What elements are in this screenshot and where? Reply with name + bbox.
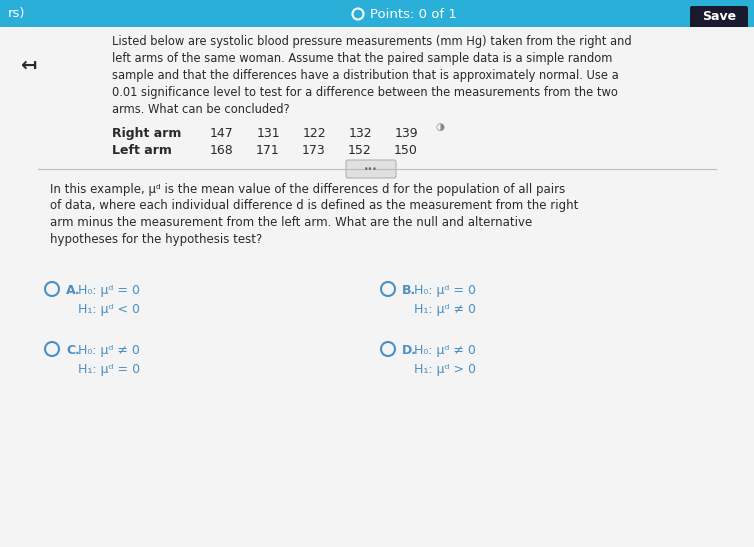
Text: 122: 122 <box>302 127 326 140</box>
Text: of data, where each individual difference d is defined as the measurement from t: of data, where each individual differenc… <box>50 200 578 212</box>
Text: In this example, μᵈ is the mean value of the differences d for the population of: In this example, μᵈ is the mean value of… <box>50 183 566 196</box>
FancyBboxPatch shape <box>346 160 396 178</box>
Text: arms. What can be concluded?: arms. What can be concluded? <box>112 103 290 116</box>
Text: ↤: ↤ <box>20 55 36 74</box>
Text: 173: 173 <box>302 144 326 157</box>
Text: H₀: μᵈ ≠ 0: H₀: μᵈ ≠ 0 <box>414 344 476 357</box>
Text: 171: 171 <box>256 144 280 157</box>
Text: sample and that the differences have a distribution that is approximately normal: sample and that the differences have a d… <box>112 69 619 82</box>
Text: 139: 139 <box>394 127 418 140</box>
Text: Left arm: Left arm <box>112 144 172 157</box>
Text: •••: ••• <box>364 165 378 173</box>
Text: H₁: μᵈ = 0: H₁: μᵈ = 0 <box>78 363 140 376</box>
Text: 131: 131 <box>256 127 280 140</box>
Text: H₁: μᵈ ≠ 0: H₁: μᵈ ≠ 0 <box>414 303 476 316</box>
Text: arm minus the measurement from the left arm. What are the null and alternative: arm minus the measurement from the left … <box>50 216 532 229</box>
Text: Save: Save <box>702 10 736 24</box>
Text: B.: B. <box>402 284 416 297</box>
Text: 0.01 significance level to test for a difference between the measurements from t: 0.01 significance level to test for a di… <box>112 86 618 99</box>
Text: Right arm: Right arm <box>112 127 182 140</box>
Text: H₀: μᵈ = 0: H₀: μᵈ = 0 <box>78 284 140 297</box>
Text: Listed below are systolic blood pressure measurements (mm Hg) taken from the rig: Listed below are systolic blood pressure… <box>112 35 632 48</box>
Text: H₀: μᵈ = 0: H₀: μᵈ = 0 <box>414 284 476 297</box>
Text: 152: 152 <box>348 144 372 157</box>
Text: C.: C. <box>66 344 80 357</box>
Text: H₀: μᵈ ≠ 0: H₀: μᵈ ≠ 0 <box>78 344 140 357</box>
Text: ◑: ◑ <box>436 122 445 132</box>
Text: H₁: μᵈ < 0: H₁: μᵈ < 0 <box>78 303 140 316</box>
Text: left arms of the same woman. Assume that the paired sample data is a simple rand: left arms of the same woman. Assume that… <box>112 52 612 65</box>
Text: 150: 150 <box>394 144 418 157</box>
Text: 168: 168 <box>210 144 234 157</box>
FancyBboxPatch shape <box>0 0 754 27</box>
Text: rs): rs) <box>8 8 26 20</box>
Text: 147: 147 <box>210 127 234 140</box>
Text: H₁: μᵈ > 0: H₁: μᵈ > 0 <box>414 363 476 376</box>
Text: Points: 0 of 1: Points: 0 of 1 <box>370 8 457 20</box>
Text: A.: A. <box>66 284 81 297</box>
FancyBboxPatch shape <box>690 6 748 28</box>
Text: hypotheses for the hypothesis test?: hypotheses for the hypothesis test? <box>50 232 262 246</box>
Text: D.: D. <box>402 344 417 357</box>
FancyBboxPatch shape <box>0 27 754 547</box>
Text: 132: 132 <box>348 127 372 140</box>
